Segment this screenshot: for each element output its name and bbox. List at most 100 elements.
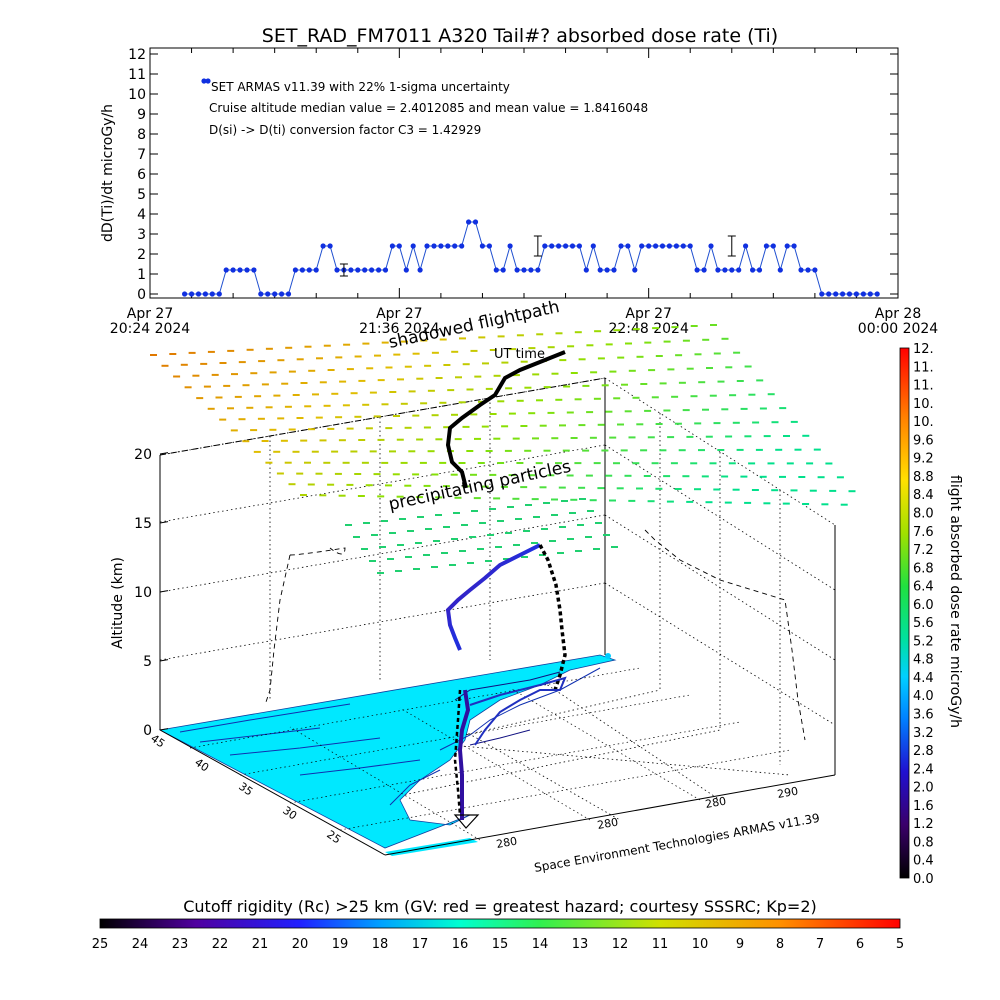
data-point <box>763 243 770 249</box>
x-tick-label: 00:00 2024 <box>858 321 939 337</box>
data-point <box>265 291 271 297</box>
data-point <box>306 267 312 273</box>
precipitating-particle-sheet-low <box>345 498 618 574</box>
data-point <box>563 243 569 249</box>
cutoff-rigidity-tick-label: 20 <box>292 937 309 952</box>
x-tick-label: 22:48 2024 <box>608 321 689 337</box>
data-point <box>493 267 499 273</box>
cutoff-rigidity-colorbar-fill <box>99 918 901 929</box>
longitude-tick-label: 290 <box>776 785 799 801</box>
data-point <box>576 243 583 249</box>
y-tick-label: 7 <box>137 147 146 163</box>
cutoff-rigidity-tick-label: 15 <box>492 937 509 952</box>
altitude-tick-label: 20 <box>134 447 152 463</box>
dose-rate-tick-label: 11. <box>913 379 934 394</box>
longitude-tick-label: 280 <box>495 835 518 851</box>
longitude-ticks: 280 280 280 290 <box>495 785 799 851</box>
y-tick-label: 2 <box>137 247 146 263</box>
data-point <box>590 243 596 249</box>
cutoff-rigidity-tick-label: 17 <box>412 937 429 952</box>
altitude-label: Altitude (km) <box>110 557 126 649</box>
data-point <box>348 267 354 273</box>
scene-grid <box>159 377 836 821</box>
credit-text: Space Environment Technologies ARMAS v11… <box>533 811 821 875</box>
altitude-tick-mark <box>159 521 169 524</box>
start-marker <box>605 653 611 659</box>
dose-rate-colorbar: 0.0 0.4 0.8 1.2 1.6 2.0 2.4 2.8 3.2 3.6 4.0 4.4 4.8 5… <box>899 342 963 887</box>
data-point <box>784 243 790 249</box>
data-point <box>715 267 721 273</box>
data-point <box>431 243 437 249</box>
data-point <box>251 267 257 273</box>
data-point <box>874 291 880 297</box>
data-point <box>639 243 645 249</box>
cutoff-rigidity-tick-label: 18 <box>372 937 389 952</box>
data-point <box>846 291 853 297</box>
flightpath-ground <box>457 689 471 820</box>
altitude-tick-label: 10 <box>134 585 152 601</box>
cutoff-rigidity-tick-label: 11 <box>652 937 669 952</box>
data-point <box>424 243 430 249</box>
data-point <box>237 267 243 273</box>
altitude-tick-label: 15 <box>134 516 152 532</box>
data-point <box>756 267 763 273</box>
shadowed-flightpath <box>445 350 566 489</box>
data-point <box>632 267 638 273</box>
x-tick-label: Apr 27 <box>127 306 173 322</box>
data-point <box>840 291 846 297</box>
y-tick-label: 9 <box>137 107 146 123</box>
altitude-tick-mark <box>159 590 169 593</box>
data-point <box>777 267 783 273</box>
cutoff-rigidity-label: Cutoff rigidity (Rc) >25 km (GV: red = g… <box>183 897 817 916</box>
data-point <box>417 267 423 273</box>
data-point <box>445 243 451 249</box>
data-point <box>320 243 326 249</box>
data-point <box>403 267 409 273</box>
data-point <box>327 243 333 249</box>
scene-axes <box>159 377 836 856</box>
data-point <box>382 267 389 273</box>
dose-rate-tick-label: 12. <box>913 342 934 357</box>
dose-rate-tick-label: 8.8 <box>913 470 934 485</box>
y-tick-label: 6 <box>137 167 146 183</box>
cutoff-rigidity-tick-label: 24 <box>132 937 149 952</box>
data-point <box>438 243 444 249</box>
data-point <box>791 243 797 249</box>
dose-rate-tick-label: 4.4 <box>913 671 934 686</box>
data-point <box>694 267 700 273</box>
cutoff-rigidity-tick-label: 9 <box>736 937 744 952</box>
dose-rate-tick-label: 8.0 <box>913 506 934 521</box>
data-point <box>479 243 485 249</box>
dose-rate-tick-label: 9.6 <box>913 433 934 448</box>
cutoff-rigidity-tick-label: 25 <box>92 937 109 952</box>
data-point <box>299 267 305 273</box>
dose-rate-tick-label: 4.8 <box>913 653 934 668</box>
wall-projection-left <box>264 547 346 706</box>
dose-rate-tick-label: 1.6 <box>913 799 934 814</box>
top-chart-note-conversion: D(si) -> D(ti) conversion factor C3 = 1.… <box>209 123 481 137</box>
x-tick-label: Apr 27 <box>625 306 671 322</box>
data-point <box>258 291 264 297</box>
dose-rate-tick-label: 0.8 <box>913 835 934 850</box>
y-tick-label: 10 <box>128 87 146 103</box>
dose-rate-tick-label: 4.0 <box>913 689 934 704</box>
data-point <box>826 291 832 297</box>
data-point <box>223 267 229 273</box>
dose-rate-tick-label: 10. <box>913 415 934 430</box>
legend-marker <box>205 78 211 84</box>
cutoff-rigidity-tick-label: 16 <box>452 937 469 952</box>
latitude-tick-label: 40 <box>192 756 211 775</box>
dose-rate-tick-label: 5.2 <box>913 634 934 649</box>
cutoff-rigidity-tick-label: 14 <box>532 937 549 952</box>
dose-rate-tick-label: 11. <box>913 360 934 375</box>
dose-rate-tick-label: 8.4 <box>913 488 934 503</box>
y-tick-label: 5 <box>137 187 146 203</box>
dose-rate-tick-label: 9.2 <box>913 452 934 467</box>
data-point <box>819 291 825 297</box>
data-point <box>618 243 624 249</box>
data-point <box>514 267 520 273</box>
data-point <box>195 291 202 297</box>
cutoff-rigidity-tick-label: 12 <box>612 937 629 952</box>
precipitating-particle-sheet <box>150 324 856 506</box>
